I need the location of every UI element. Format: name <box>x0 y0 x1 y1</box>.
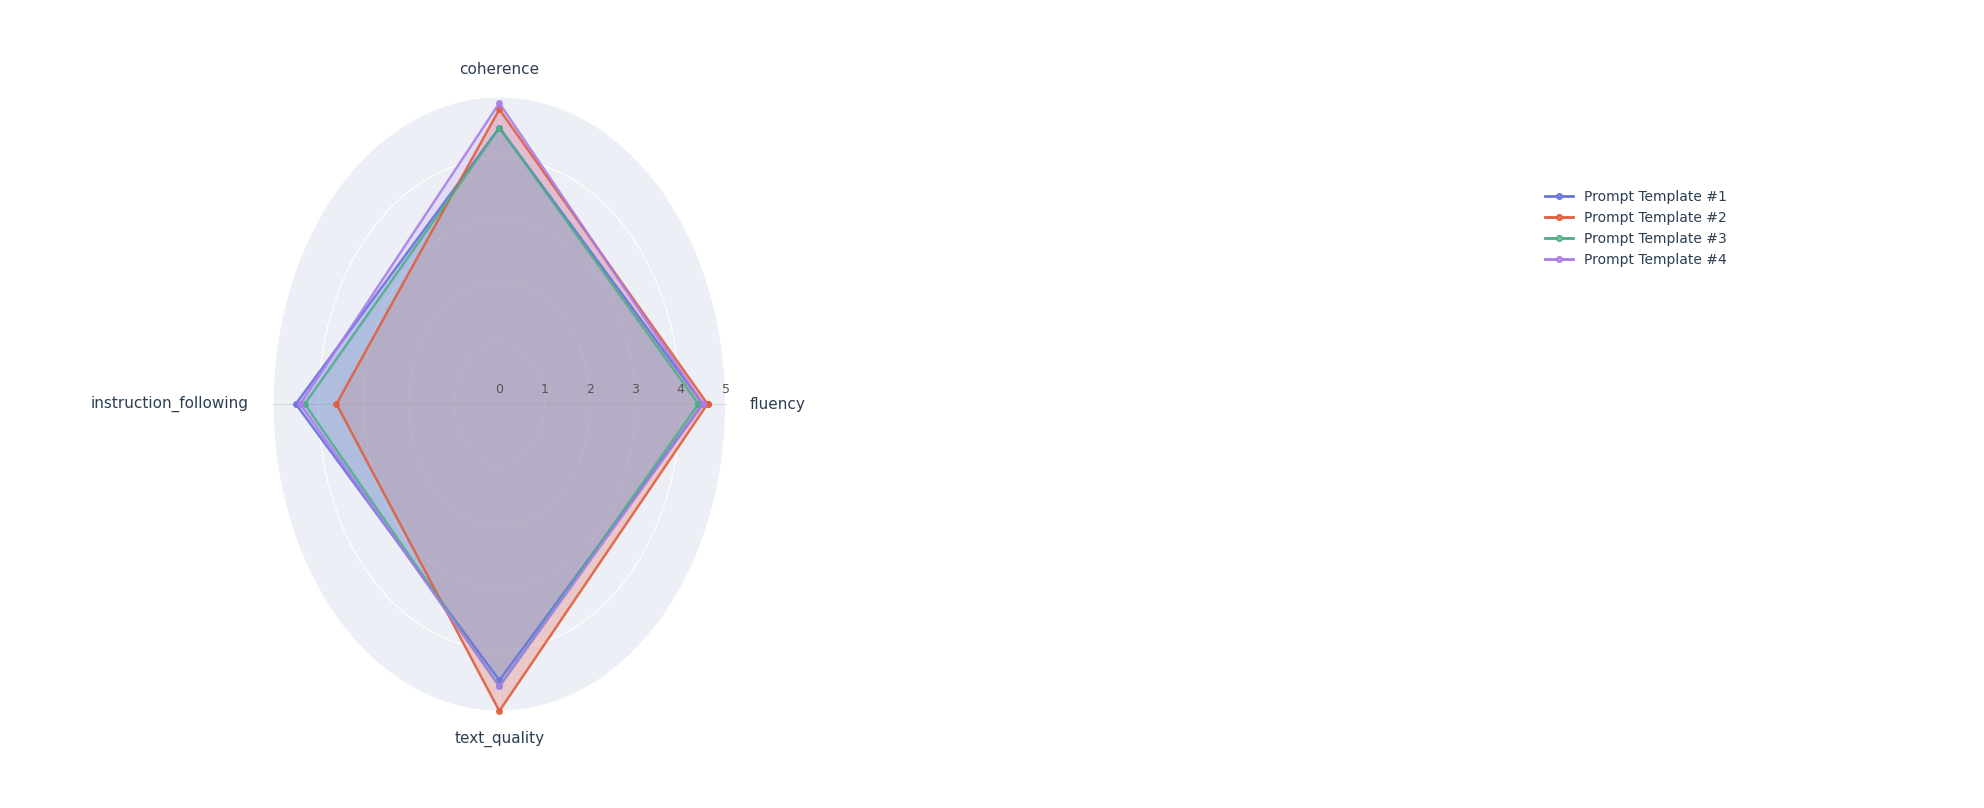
Polygon shape <box>337 109 708 711</box>
Text: 0: 0 <box>496 383 504 396</box>
Line: Prompt Template #3: Prompt Template #3 <box>302 125 700 689</box>
Text: 4: 4 <box>677 383 684 396</box>
Line: Prompt Template #2: Prompt Template #2 <box>333 107 710 713</box>
Line: Prompt Template #4: Prompt Template #4 <box>298 100 706 689</box>
Text: 1: 1 <box>542 383 548 396</box>
Text: instruction_following: instruction_following <box>91 396 248 412</box>
Line: Prompt Template #1: Prompt Template #1 <box>294 125 706 683</box>
Text: fluency: fluency <box>750 397 806 411</box>
Ellipse shape <box>274 97 726 711</box>
Polygon shape <box>300 103 702 687</box>
Text: 2: 2 <box>585 383 593 396</box>
Polygon shape <box>296 128 702 680</box>
Text: text_quality: text_quality <box>454 731 544 747</box>
Text: coherence: coherence <box>460 61 540 77</box>
Text: 3: 3 <box>631 383 639 396</box>
Text: 5: 5 <box>722 383 730 396</box>
Legend: Prompt Template #1, Prompt Template #2, Prompt Template #3, Prompt Template #4: Prompt Template #1, Prompt Template #2, … <box>1540 185 1732 272</box>
Polygon shape <box>306 128 698 687</box>
